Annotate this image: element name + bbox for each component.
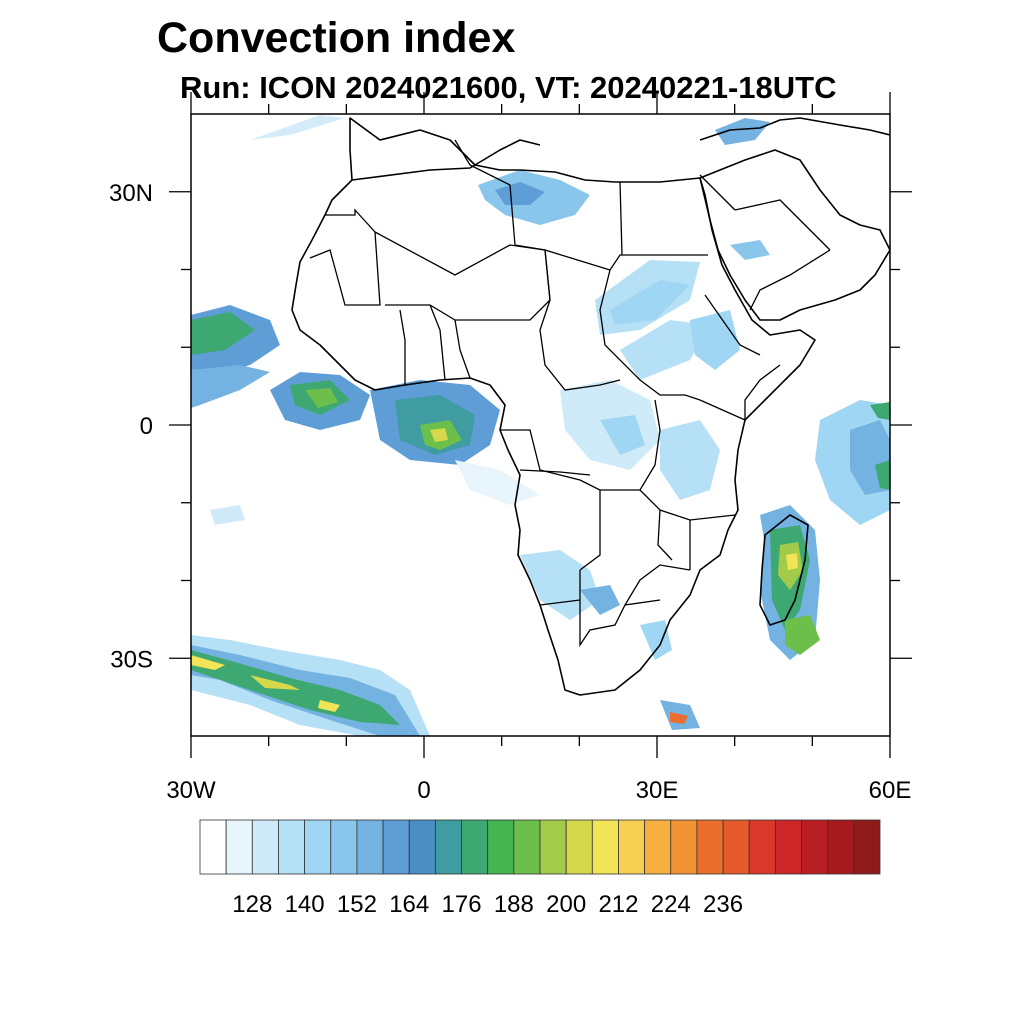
colorbar: 128 140 152 164 176 188 200 212 224 236 xyxy=(199,819,881,918)
colorbar-swatch xyxy=(827,819,855,875)
colorbar-tick-label: 212 xyxy=(598,891,638,918)
colorbar-swatch xyxy=(801,819,829,875)
lon-tick-label: 30E xyxy=(636,777,679,804)
colorbar-swatch xyxy=(434,819,462,875)
colorbar-swatch xyxy=(199,819,227,875)
colorbar-tick-label: 140 xyxy=(285,891,325,918)
colorbar-swatch xyxy=(382,819,410,875)
colorbar-swatch xyxy=(513,819,541,875)
colorbar-swatch xyxy=(539,819,567,875)
map-title: Convection index xyxy=(157,14,516,62)
colorbar-swatch xyxy=(696,819,724,875)
colorbar-swatch xyxy=(225,819,253,875)
map-axes: 30W 0 30E 60E 30N 0 30S xyxy=(109,92,912,804)
lon-tick-label: 30W xyxy=(166,777,216,804)
colorbar-swatch xyxy=(356,819,384,875)
colorbar-swatch xyxy=(278,819,306,875)
colorbar-swatch xyxy=(591,819,619,875)
colorbar-swatch xyxy=(251,819,279,875)
colorbar-tick-label: 164 xyxy=(389,891,429,918)
colorbar-swatch xyxy=(748,819,776,875)
colorbar-tick-label: 188 xyxy=(494,891,534,918)
lat-tick-label: 0 xyxy=(140,413,153,440)
colorbar-tick-label: 236 xyxy=(703,891,743,918)
colorbar-swatch xyxy=(618,819,646,875)
colorbar-tick-label: 152 xyxy=(337,891,377,918)
colorbar-tick-label: 200 xyxy=(546,891,586,918)
colorbar-swatch xyxy=(644,819,672,875)
colorbar-swatch xyxy=(670,819,698,875)
map-subtitle: Run: ICON 2024021600, VT: 20240221-18UTC xyxy=(180,70,837,105)
convection-field xyxy=(191,115,890,736)
colorbar-swatch xyxy=(461,819,489,875)
colorbar-swatch xyxy=(304,819,332,875)
lon-tick-label: 0 xyxy=(417,777,430,804)
colorbar-swatch xyxy=(330,819,358,875)
colorbar-swatch xyxy=(408,819,436,875)
colorbar-swatch xyxy=(774,819,802,875)
colorbar-tick-label: 224 xyxy=(651,891,691,918)
colorbar-tick-label: 128 xyxy=(232,891,272,918)
colorbar-swatch xyxy=(565,819,593,875)
colorbar-swatch xyxy=(487,819,515,875)
colorbar-swatch xyxy=(722,819,750,875)
lat-tick-label: 30S xyxy=(110,646,153,673)
country-borders xyxy=(309,139,831,648)
lat-tick-label: 30N xyxy=(109,180,153,207)
coastlines xyxy=(291,117,890,696)
colorbar-swatch xyxy=(853,819,881,875)
colorbar-tick-label: 176 xyxy=(442,891,482,918)
lon-tick-label: 60E xyxy=(869,777,912,804)
